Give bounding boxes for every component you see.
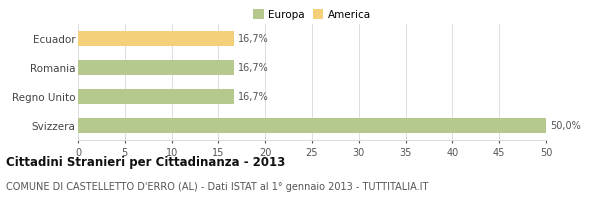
Bar [78,118,546,133]
Bar [78,31,235,46]
Text: 16,7%: 16,7% [238,63,269,73]
Text: 16,7%: 16,7% [238,34,269,44]
Bar [78,60,235,75]
Legend: Europa, America: Europa, America [249,5,375,24]
Bar [78,89,235,104]
Text: 50,0%: 50,0% [550,120,580,130]
Text: Cittadini Stranieri per Cittadinanza - 2013: Cittadini Stranieri per Cittadinanza - 2… [6,156,285,169]
Text: COMUNE DI CASTELLETTO D'ERRO (AL) - Dati ISTAT al 1° gennaio 2013 - TUTTITALIA.I: COMUNE DI CASTELLETTO D'ERRO (AL) - Dati… [6,182,428,192]
Text: 16,7%: 16,7% [238,92,269,102]
